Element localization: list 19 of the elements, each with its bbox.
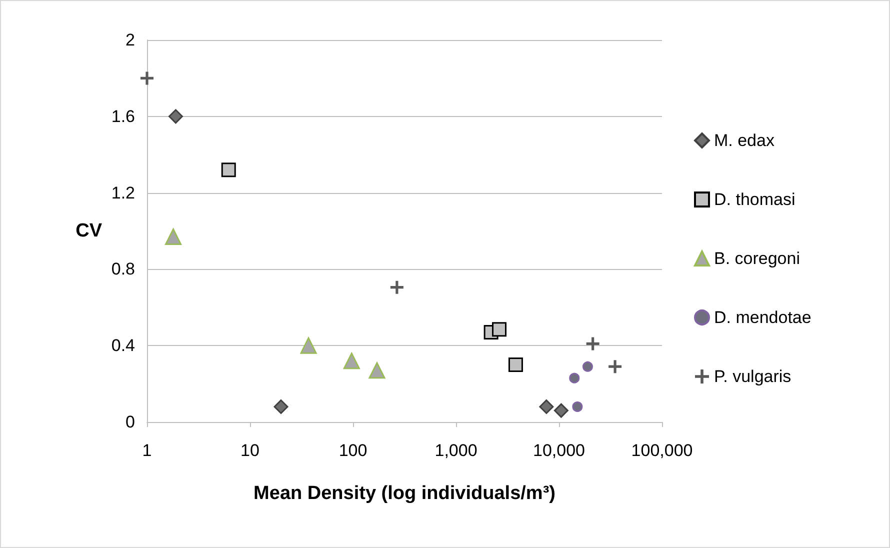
- x-tick-label: 100: [338, 441, 368, 460]
- legend-label: D. mendotae: [714, 308, 812, 327]
- y-tick-label: 0.8: [111, 260, 135, 279]
- legend-label: M. edax: [714, 131, 775, 150]
- legend-label: B. coregoni: [714, 249, 800, 268]
- y-tick-label: 1.6: [111, 106, 135, 126]
- legend-label: P. vulgaris: [714, 367, 792, 386]
- y-tick-label: 2: [126, 30, 135, 50]
- x-tick-label: 10,000: [533, 441, 585, 460]
- x-axis-title: Mean Density (log individuals/m³): [254, 483, 556, 504]
- y-tick-label: 0: [126, 412, 135, 432]
- legend-label: D. thomasi: [714, 190, 796, 209]
- x-tick-label: 1: [142, 441, 152, 460]
- y-tick-label: 0.4: [111, 336, 135, 356]
- x-tick-label: 10: [240, 441, 260, 460]
- x-tick-label: 100,000: [631, 441, 693, 460]
- y-tick-label: 1.2: [111, 183, 135, 202]
- x-tick-label: 1,000: [434, 441, 478, 460]
- y-axis-title: CV: [76, 220, 102, 242]
